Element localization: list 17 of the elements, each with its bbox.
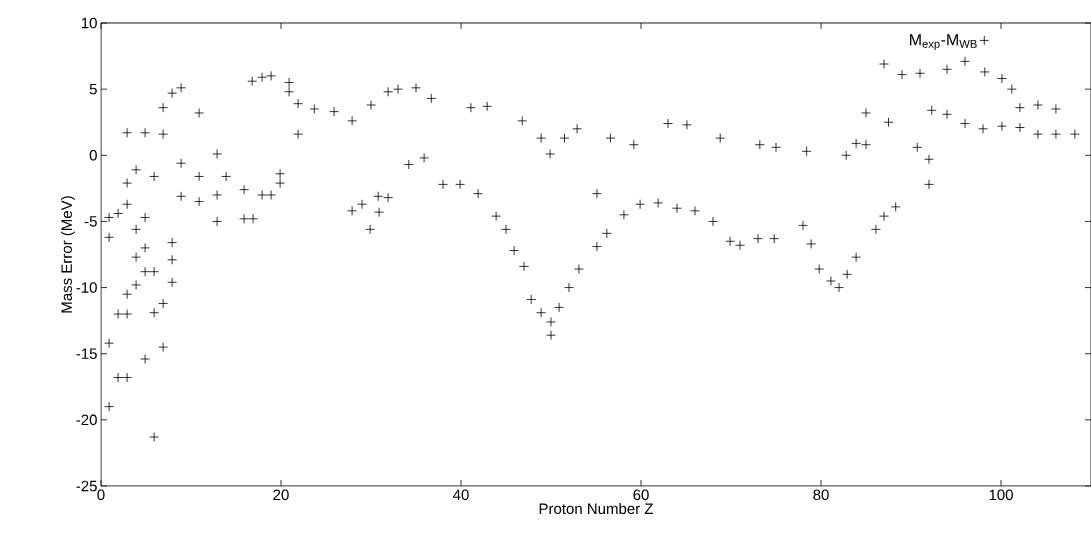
y-tick-label: 0: [89, 149, 97, 161]
x-tick-label: 60: [633, 489, 649, 501]
x-tick-label: 80: [813, 489, 829, 501]
y-tick-label: 10: [81, 17, 97, 29]
y-axis-title: Mass Error (MeV): [60, 196, 75, 313]
y-tick-label: 5: [89, 83, 97, 95]
y-tick-label: -10: [76, 282, 97, 293]
y-tick-label: -25: [76, 480, 97, 492]
y-tick-label: -20: [76, 414, 97, 426]
x-tick-label: 0: [97, 489, 105, 501]
y-tick-label: -15: [76, 348, 97, 359]
x-tick-label: 20: [273, 489, 289, 501]
y-tick-label: -5: [84, 216, 97, 227]
x-axis-title: Proton Number Z: [539, 503, 654, 515]
legend-label: M$_{exp}$-M$_{WB}$: [910, 34, 977, 51]
x-tick-label: 40: [453, 489, 469, 501]
x-tick-label: 100: [989, 489, 1013, 501]
